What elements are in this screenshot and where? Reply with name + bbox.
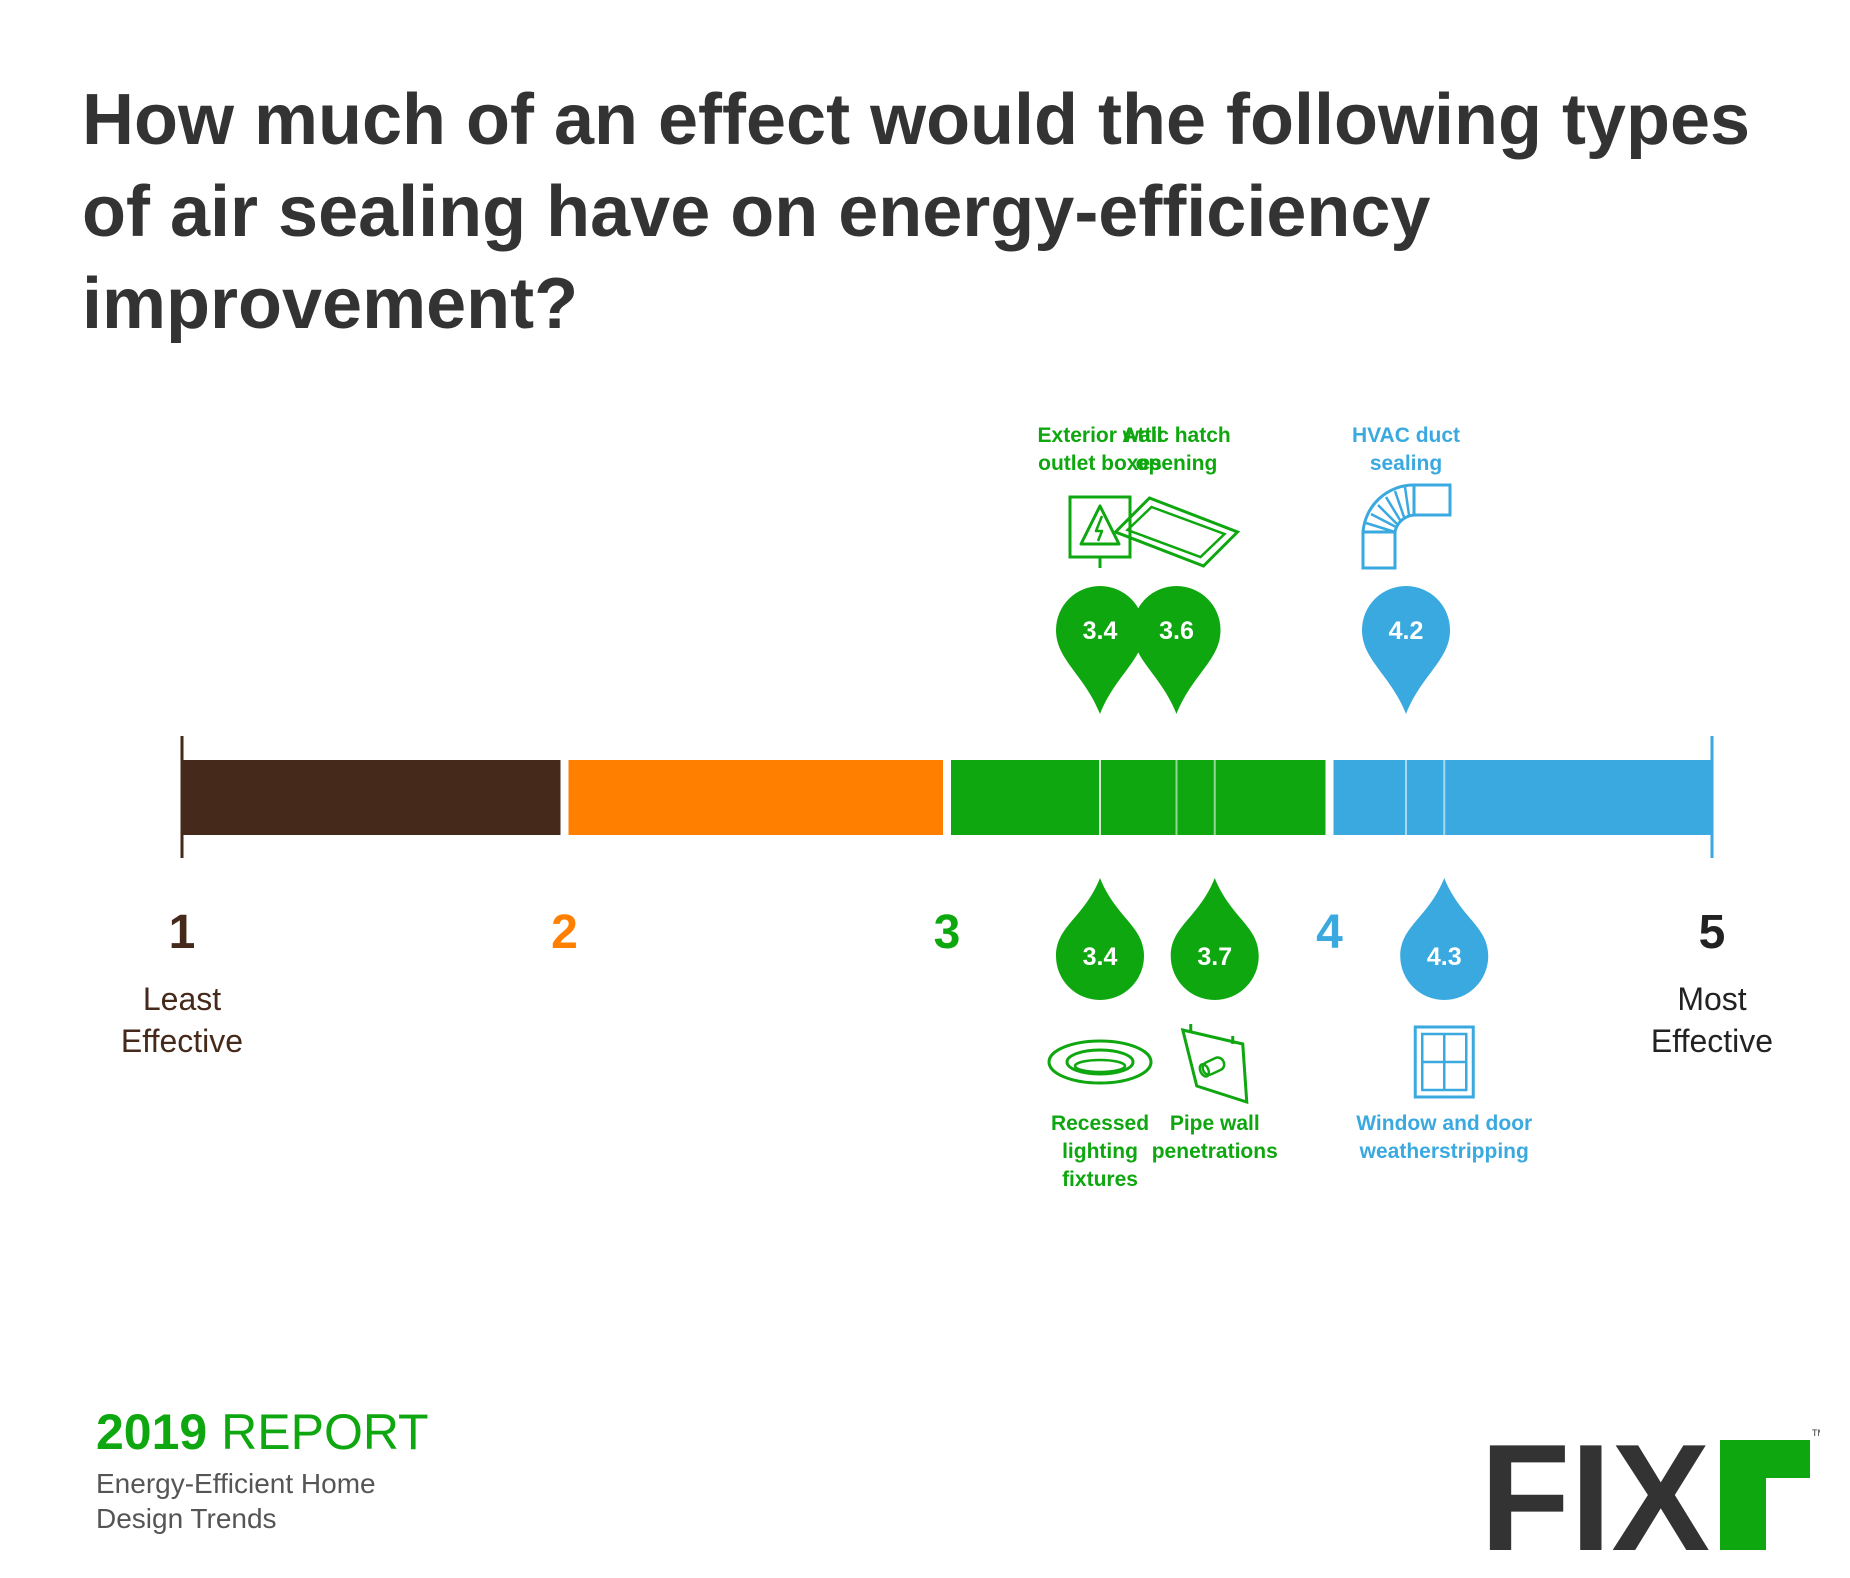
scale-segments bbox=[182, 760, 1712, 835]
point-label: sealing bbox=[1370, 452, 1442, 475]
point-label: Exterior wall bbox=[1038, 424, 1163, 447]
point-label: opening bbox=[1136, 452, 1218, 475]
point-label: Recessed bbox=[1051, 1112, 1149, 1135]
point-label: HVAC duct bbox=[1352, 424, 1460, 447]
electrical-outlet-box-icon bbox=[1068, 495, 1132, 570]
survey-point: 4.3 Window and door weatherstripping bbox=[1356, 878, 1532, 1163]
tick-label-1: 1 bbox=[169, 906, 196, 959]
scale-segment-3-4 bbox=[951, 760, 1326, 835]
drop-marker bbox=[1362, 586, 1450, 714]
tick-label-5: 5 bbox=[1699, 906, 1726, 959]
chart-title: How much of an effect would the followin… bbox=[82, 80, 1751, 344]
effectiveness-scale-chart: 1 2 3 4 5 Least Effective Most Effective 3.4 Exte… bbox=[121, 424, 1773, 1191]
svg-text:FIX: FIX bbox=[1480, 1420, 1710, 1560]
drop-marker bbox=[1400, 878, 1489, 1001]
report-label: REPORT bbox=[221, 1404, 429, 1460]
least-effective-label: Effective bbox=[121, 1023, 243, 1059]
scale-segment-2-3 bbox=[568, 760, 943, 835]
survey-point: 3.6 Attic hatch opening bbox=[1114, 424, 1239, 714]
marker-leader-lines bbox=[1099, 712, 1446, 888]
most-effective-label: Most bbox=[1677, 981, 1746, 1017]
point-label: weatherstripping bbox=[1359, 1140, 1529, 1163]
tick-label-2: 2 bbox=[551, 906, 578, 959]
value-label: 4.3 bbox=[1427, 943, 1462, 971]
report-year-number: 2019 bbox=[96, 1404, 208, 1460]
window-icon bbox=[1413, 1025, 1475, 1099]
point-label: Window and door bbox=[1356, 1112, 1532, 1135]
point-label: fixtures bbox=[1062, 1168, 1138, 1191]
report-year: 2019 REPORT bbox=[96, 1402, 429, 1462]
point-label: Attic hatch bbox=[1122, 424, 1231, 447]
pipe-wall-icon bbox=[1181, 1022, 1249, 1104]
tick-label-3: 3 bbox=[934, 906, 961, 959]
point-label: lighting bbox=[1062, 1140, 1138, 1163]
survey-point: 3.4 Exterior wall outlet boxes bbox=[1038, 424, 1163, 714]
svg-text:TM: TM bbox=[1812, 1428, 1820, 1438]
most-effective-label: Effective bbox=[1651, 1023, 1773, 1059]
scale-ticks: 1 2 3 4 5 Least Effective Most Effective bbox=[121, 736, 1773, 1059]
tick-label-4: 4 bbox=[1316, 906, 1343, 959]
drop-marker bbox=[1170, 878, 1259, 1001]
survey-point: 3.4 Recessed lighting fixtures bbox=[1047, 878, 1153, 1191]
value-label: 3.4 bbox=[1083, 943, 1118, 971]
report-subtitle: Energy-Efficient Home Design Trends bbox=[96, 1468, 376, 1534]
survey-points: 3.4 Exterior wall outlet boxes 3.6 Attic hat… bbox=[1038, 424, 1533, 1191]
scale-segment-4-5 bbox=[1333, 760, 1712, 835]
value-label: 3.6 bbox=[1159, 617, 1194, 645]
drop-marker bbox=[1056, 878, 1144, 1000]
drop-marker bbox=[1132, 586, 1221, 714]
drop-marker bbox=[1056, 586, 1144, 714]
survey-point: 3.7 Pipe wall penetrations bbox=[1152, 878, 1278, 1163]
value-label: 3.4 bbox=[1083, 617, 1118, 645]
fixr-logo: FIX TM bbox=[1480, 1420, 1820, 1560]
hvac-duct-icon bbox=[1361, 483, 1452, 570]
point-label: outlet boxes bbox=[1038, 452, 1162, 475]
attic-hatch-icon bbox=[1114, 496, 1239, 568]
point-label: penetrations bbox=[1152, 1140, 1278, 1163]
scale-segment-1-2 bbox=[182, 760, 561, 835]
value-label: 3.7 bbox=[1197, 943, 1232, 971]
value-label: 4.2 bbox=[1389, 617, 1424, 645]
survey-point: 4.2 HVAC duct sealing bbox=[1352, 424, 1460, 714]
point-label: Pipe wall bbox=[1170, 1112, 1260, 1135]
least-effective-label: Least bbox=[143, 981, 221, 1017]
recessed-light-icon bbox=[1047, 1039, 1153, 1085]
